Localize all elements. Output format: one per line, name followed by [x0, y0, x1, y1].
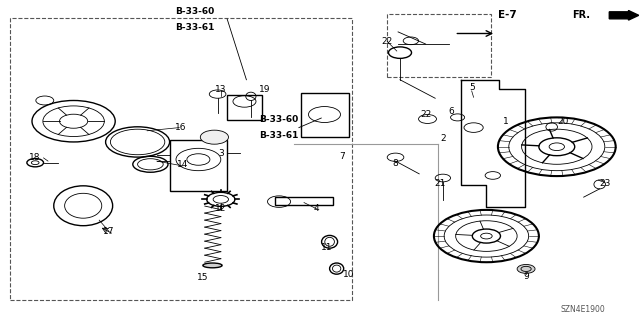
Bar — [301, 93, 349, 137]
Text: 6: 6 — [449, 107, 454, 116]
Text: 16: 16 — [175, 123, 187, 132]
Text: 23: 23 — [599, 179, 611, 188]
Text: B-33-60: B-33-60 — [175, 7, 215, 16]
Text: B-33-61: B-33-61 — [259, 131, 298, 140]
Bar — [10, 18, 352, 300]
Text: 18: 18 — [29, 153, 41, 162]
Text: 13: 13 — [215, 85, 227, 94]
Text: 4: 4 — [314, 204, 319, 213]
Text: 2: 2 — [441, 134, 446, 143]
Text: B-33-60: B-33-60 — [259, 115, 298, 124]
Text: 3: 3 — [218, 149, 223, 158]
Text: 17: 17 — [103, 227, 115, 236]
FancyArrow shape — [609, 11, 639, 20]
Text: 5: 5 — [469, 83, 474, 92]
Text: SZN4E1900: SZN4E1900 — [560, 305, 605, 314]
Bar — [170, 140, 227, 191]
Text: 22: 22 — [381, 37, 393, 46]
Text: 14: 14 — [177, 160, 188, 169]
Text: 9: 9 — [524, 272, 529, 281]
Text: 22: 22 — [420, 110, 431, 119]
Circle shape — [517, 264, 535, 273]
Text: 12: 12 — [215, 204, 227, 213]
Text: 11: 11 — [321, 243, 332, 252]
Bar — [387, 14, 491, 77]
Text: 8: 8 — [393, 159, 398, 168]
Text: 15: 15 — [196, 273, 208, 282]
Text: B-33-61: B-33-61 — [175, 23, 215, 32]
Text: E-7: E-7 — [498, 10, 517, 20]
Text: FR.: FR. — [572, 10, 590, 20]
Text: 21: 21 — [434, 179, 445, 188]
Ellipse shape — [203, 263, 222, 268]
Text: 1: 1 — [503, 117, 508, 126]
Circle shape — [200, 130, 228, 144]
Text: 20: 20 — [557, 117, 569, 126]
Text: 19: 19 — [259, 85, 270, 94]
Bar — [275, 197, 333, 205]
Text: 10: 10 — [343, 271, 355, 279]
Bar — [227, 95, 262, 120]
Text: 7: 7 — [340, 152, 345, 161]
